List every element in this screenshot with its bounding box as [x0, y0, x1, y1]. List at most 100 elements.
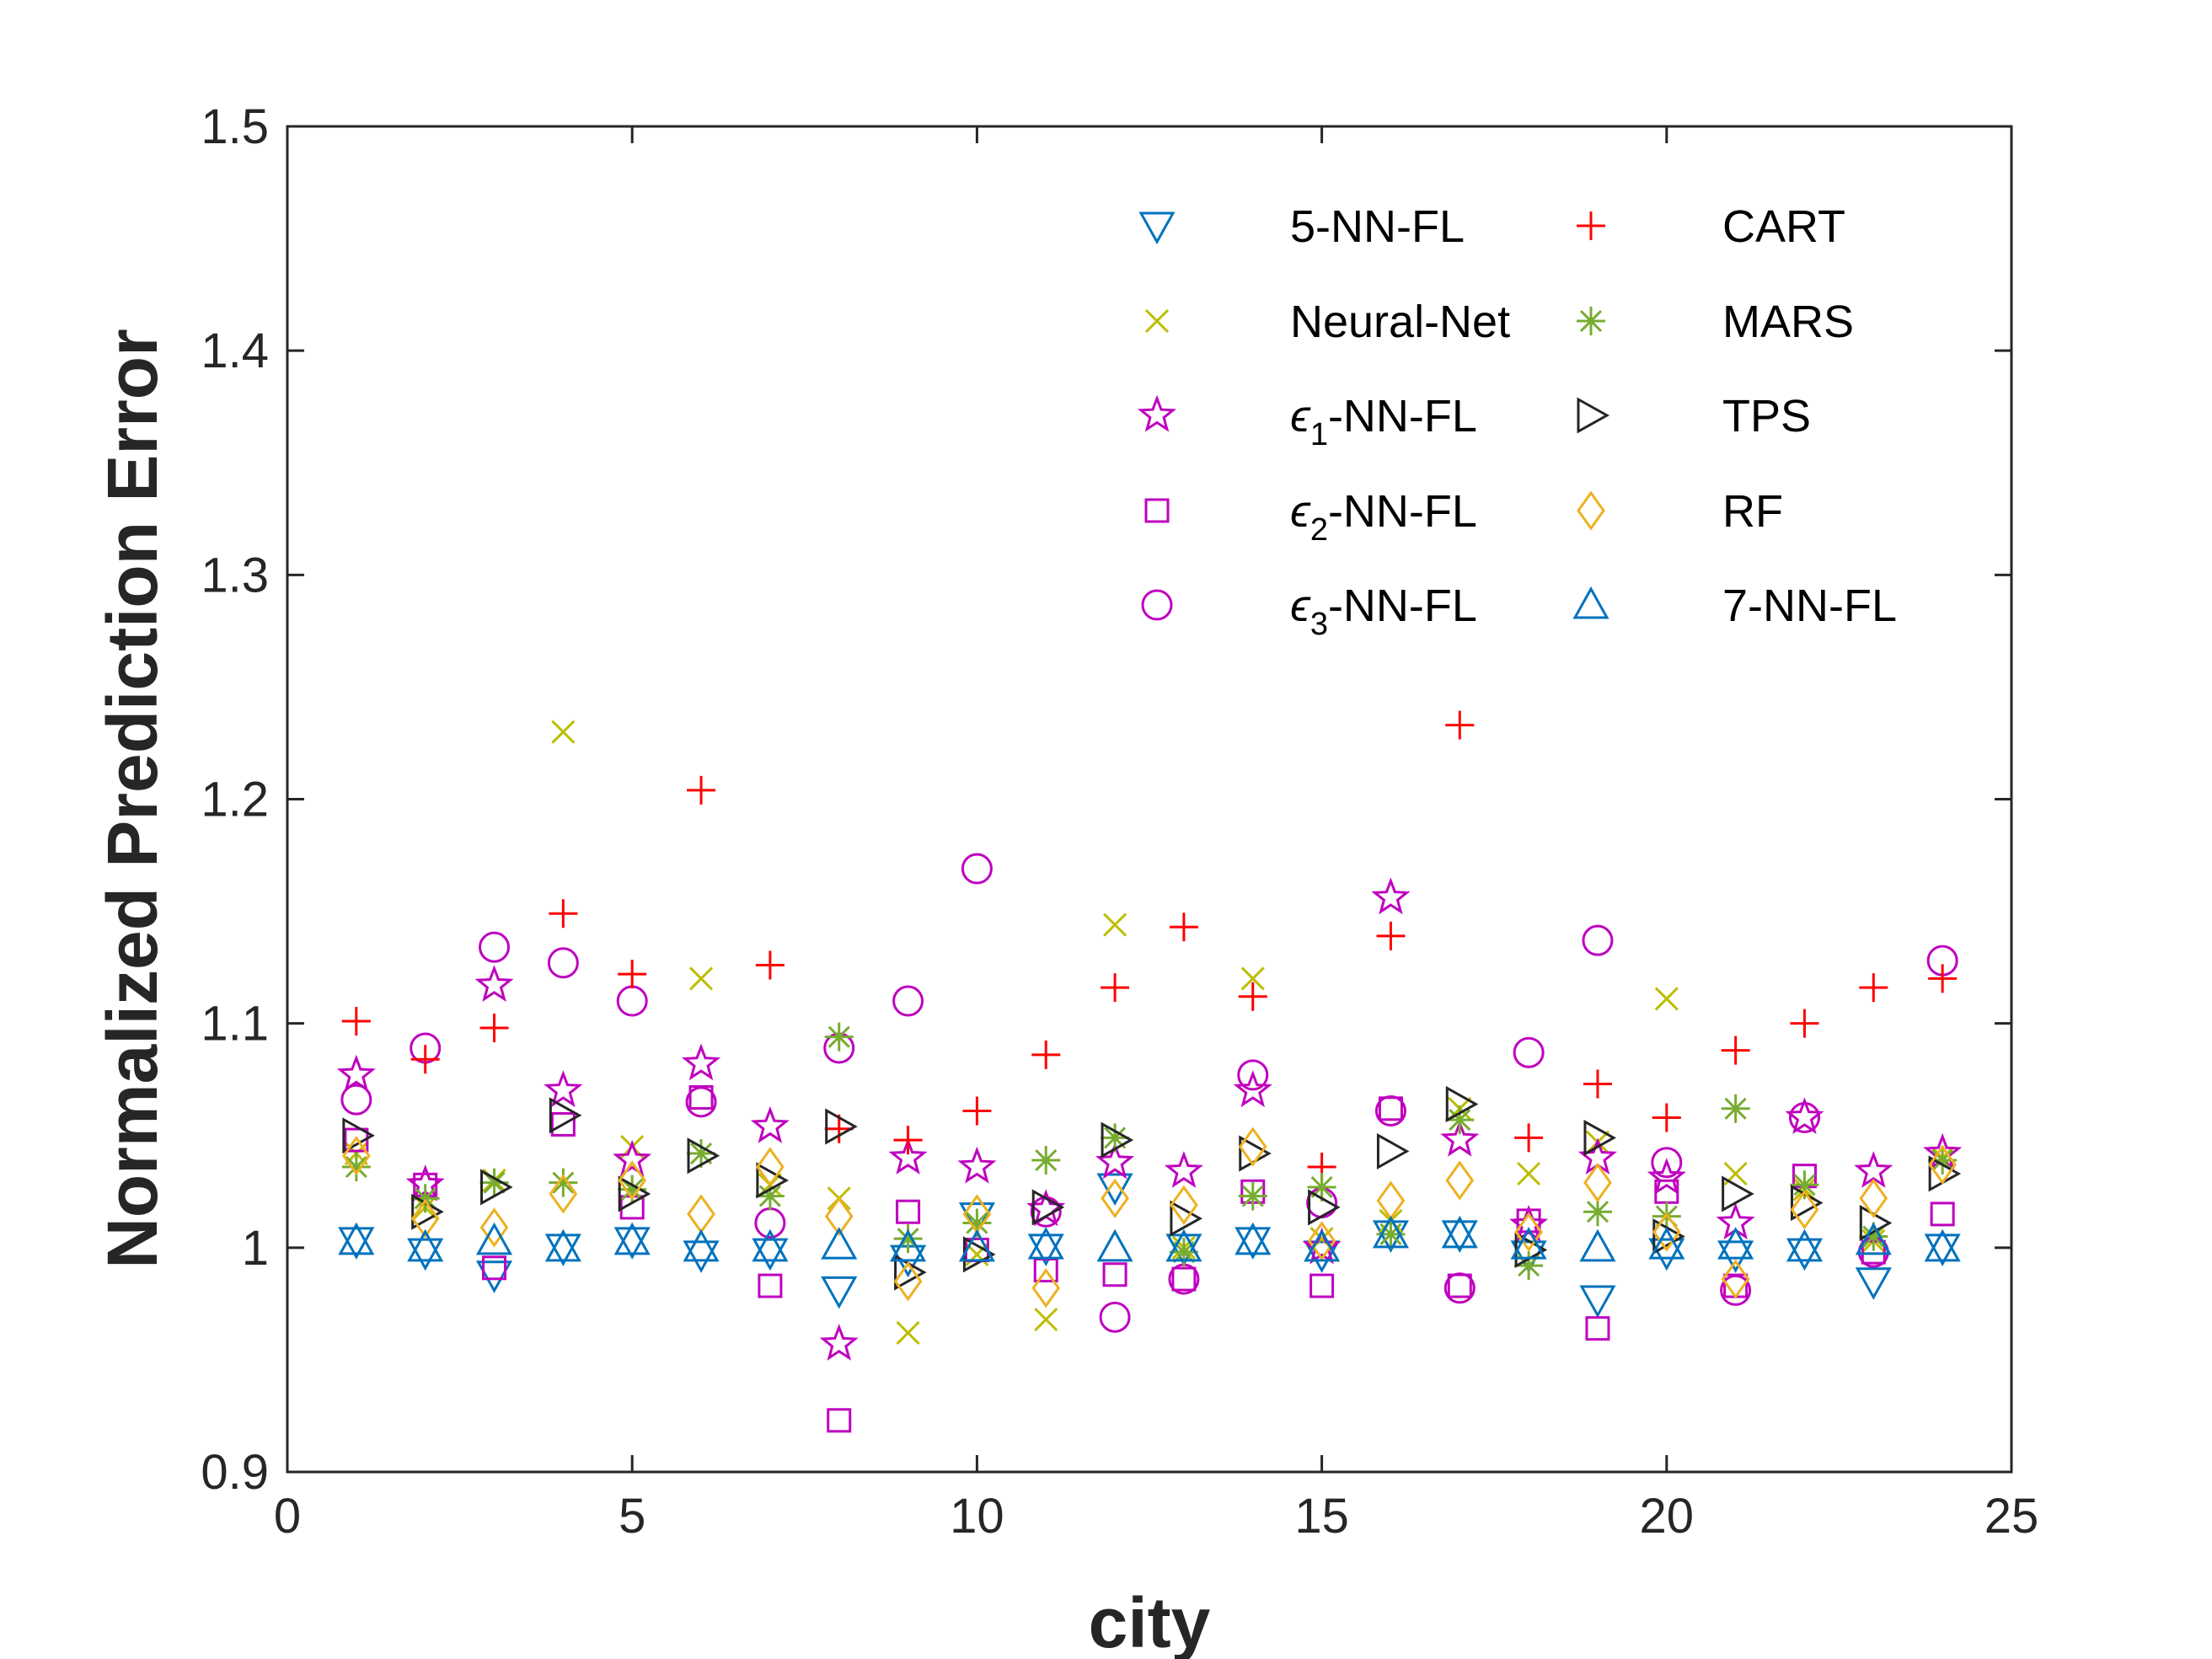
data-point — [892, 985, 924, 1017]
data-point — [482, 1255, 507, 1281]
series-9 — [338, 1215, 1961, 1262]
data-point — [549, 1174, 578, 1214]
data-point — [893, 1261, 923, 1302]
data-point — [756, 1162, 789, 1199]
y-tick-label: 1 — [242, 1221, 269, 1276]
data-point — [752, 1228, 789, 1262]
data-point — [1096, 1173, 1133, 1207]
data-point — [551, 720, 576, 744]
data-point — [1652, 1212, 1681, 1252]
legend-marker — [1572, 586, 1609, 619]
data-point — [407, 1238, 444, 1271]
data-points — [336, 710, 1963, 1433]
data-point — [1165, 1228, 1202, 1262]
data-point — [544, 1070, 583, 1108]
data-point — [1445, 1085, 1479, 1123]
data-point — [341, 1136, 371, 1176]
data-point — [1374, 1094, 1406, 1127]
data-point — [1238, 1181, 1267, 1211]
data-point — [1445, 1105, 1475, 1135]
data-point — [1788, 1101, 1820, 1133]
data-point — [755, 1181, 785, 1211]
data-point — [890, 1228, 927, 1262]
data-point — [338, 1222, 375, 1255]
legend: 5-NN-FL Neural-Net ϵ1-NN-FL ϵ2-NN-FL ϵ3-NN-F… — [1137, 201, 1897, 642]
data-point — [1790, 1170, 1819, 1200]
data-point — [544, 1234, 581, 1266]
x-tick-label: 15 — [1294, 1489, 1349, 1544]
data-point — [1928, 1144, 1958, 1185]
data-point — [1924, 1234, 1961, 1266]
legend-marker — [1577, 490, 1605, 531]
y-tick-label: 1.1 — [201, 997, 269, 1052]
data-point — [1717, 1240, 1754, 1273]
data-point — [824, 1196, 854, 1237]
data-point — [1583, 1069, 1612, 1099]
data-point — [1720, 1274, 1752, 1306]
data-point — [688, 966, 714, 991]
data-point — [1169, 1238, 1198, 1267]
data-point — [1101, 973, 1130, 1003]
data-point — [958, 1202, 995, 1235]
data-point — [341, 1007, 371, 1036]
data-point — [1579, 1285, 1616, 1319]
data-point — [1859, 1178, 1888, 1218]
data-point — [1585, 1316, 1610, 1341]
data-point — [341, 1153, 371, 1182]
data-point — [1721, 1036, 1750, 1065]
data-point — [1027, 1227, 1064, 1260]
data-point — [1031, 1146, 1061, 1175]
data-point — [893, 1126, 923, 1155]
data-point — [1376, 921, 1406, 950]
legend-marker — [1138, 211, 1176, 245]
data-point — [479, 1168, 509, 1197]
data-point — [896, 1320, 920, 1346]
data-point — [549, 1168, 578, 1197]
legend-marker — [1144, 308, 1170, 334]
data-point — [962, 1096, 992, 1126]
data-point — [1513, 1036, 1545, 1068]
data-point — [825, 1108, 858, 1145]
data-point — [1583, 1119, 1617, 1156]
legend-label: RF — [1722, 486, 1783, 537]
series-5 — [341, 710, 1958, 1182]
data-point — [1928, 1146, 1958, 1175]
data-point — [474, 965, 514, 1003]
data-point — [1099, 1301, 1131, 1333]
data-point — [687, 1137, 720, 1175]
data-point — [1510, 1227, 1547, 1260]
data-point — [1648, 1227, 1685, 1260]
legend-label: ϵ2-NN-FL — [1290, 486, 1477, 548]
data-point — [1441, 1220, 1478, 1253]
data-point — [618, 1175, 647, 1204]
data-point — [758, 1273, 783, 1298]
data-point — [1790, 1009, 1819, 1038]
y-axis-title: Normalized Prediction Error — [93, 329, 172, 1269]
data-point — [479, 931, 511, 963]
data-point — [1582, 924, 1614, 956]
data-point — [752, 1238, 789, 1271]
data-point — [1307, 1221, 1336, 1261]
data-point — [821, 1276, 858, 1309]
data-point — [1443, 1272, 1476, 1304]
data-point — [1102, 1262, 1127, 1287]
data-point — [896, 1199, 921, 1224]
data-point — [824, 1022, 854, 1052]
data-point — [888, 1137, 928, 1175]
data-point — [1647, 1158, 1686, 1195]
data-point — [1440, 1119, 1480, 1157]
data-point — [618, 960, 647, 989]
data-point — [544, 1228, 581, 1262]
data-point — [1235, 1222, 1272, 1255]
data-point — [480, 1169, 513, 1206]
data-point — [613, 1222, 651, 1255]
data-point — [1101, 1123, 1130, 1153]
data-point — [819, 1324, 859, 1361]
data-point — [1034, 1307, 1058, 1332]
series-4 — [340, 853, 1958, 1333]
data-point — [1310, 1273, 1335, 1298]
data-point — [687, 1139, 716, 1169]
data-point — [1237, 1059, 1269, 1091]
y-tick-label: 1.5 — [201, 99, 269, 154]
